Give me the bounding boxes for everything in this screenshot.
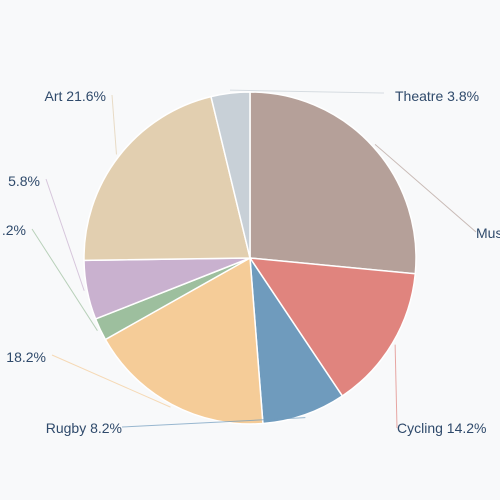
slice-label: Theatre 3.8% — [395, 88, 479, 104]
slice-label: 18.2% — [6, 349, 46, 365]
slice-label: .2% — [2, 222, 26, 238]
pie-slice-art — [83, 95, 251, 262]
pie-slice-theatre — [210, 91, 251, 259]
pie-slice-cycling — [248, 257, 417, 398]
slice-label: Cycling 14.2% — [397, 420, 487, 436]
label-connector — [51, 354, 171, 408]
label-connector — [374, 143, 477, 233]
slice-label: 5.8% — [8, 173, 40, 189]
slice-label: Art 21.6% — [45, 88, 106, 104]
slice-label: Rugby 8.2% — [46, 420, 122, 436]
slices-layer — [83, 91, 417, 425]
pie-slice-unlabeled-3 — [104, 256, 264, 425]
label-connector — [121, 417, 306, 428]
label-connector — [45, 178, 85, 291]
slice-label: Mus — [476, 225, 500, 241]
connectors-layer — [31, 89, 477, 429]
label-connector — [31, 228, 98, 331]
labels-layer: Mus Cycling 14.2% Rugby 8.2% 18.2% .2% 5.8% Ar… — [2, 88, 500, 436]
label-connector — [394, 344, 398, 429]
pie-slice-music — [249, 91, 417, 275]
label-connector — [111, 94, 117, 155]
label-connector — [230, 89, 385, 94]
